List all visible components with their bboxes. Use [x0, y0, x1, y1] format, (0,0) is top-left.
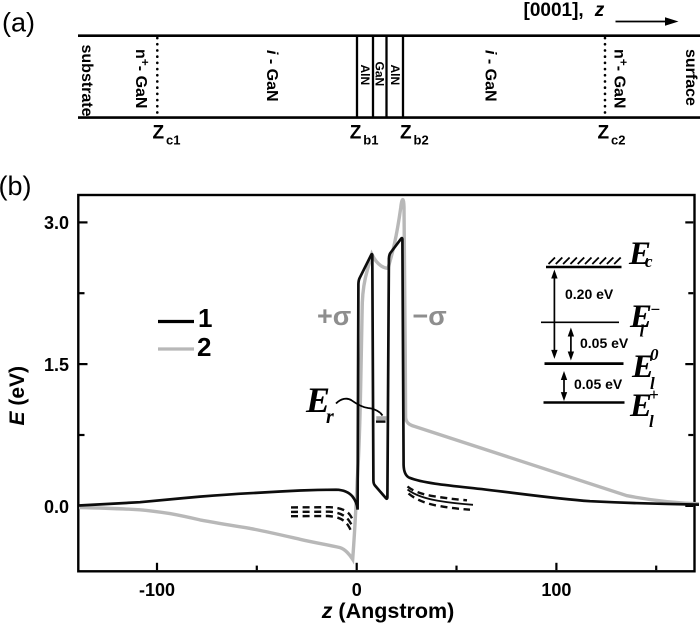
svg-text:substrate: substrate: [78, 45, 95, 117]
svg-text:AlN: AlN: [388, 65, 402, 86]
svg-text:AlN: AlN: [358, 65, 372, 86]
svg-text:i - GaN: i - GaN: [263, 50, 280, 102]
svg-text:l: l: [650, 374, 655, 393]
svg-text:Z: Z: [153, 123, 165, 144]
svg-text:i - GaN: i - GaN: [482, 50, 499, 102]
svg-text:b1: b1: [363, 133, 378, 148]
svg-text:l: l: [640, 322, 645, 341]
svg-text:E: E: [629, 299, 652, 335]
svg-text:0: 0: [650, 345, 659, 364]
svg-text:0.0: 0.0: [44, 497, 69, 517]
svg-text:n+- GaN: n+- GaN: [132, 49, 152, 108]
svg-text:GaN: GaN: [373, 62, 387, 87]
svg-text:Z: Z: [350, 123, 362, 144]
svg-text:2: 2: [197, 332, 211, 362]
svg-text:(a): (a): [2, 8, 35, 38]
svg-text:−: −: [650, 300, 660, 319]
svg-text:E: E: [629, 388, 652, 424]
svg-text:b2: b2: [414, 133, 429, 148]
svg-text:E: E: [628, 236, 651, 272]
svg-text:+σ: +σ: [317, 301, 351, 331]
svg-text:r: r: [326, 406, 334, 428]
svg-text:1.5: 1.5: [44, 355, 69, 375]
svg-text:Z: Z: [400, 123, 412, 144]
svg-text:c2: c2: [611, 133, 625, 148]
svg-text:l: l: [649, 412, 654, 431]
svg-text:surface: surface: [682, 49, 699, 106]
svg-text:0.05 eV: 0.05 eV: [580, 335, 629, 351]
svg-text:-100: -100: [139, 580, 175, 600]
svg-text:E: E: [305, 380, 330, 420]
svg-text:1: 1: [198, 303, 212, 333]
svg-text:0.05 eV: 0.05 eV: [574, 376, 623, 392]
svg-text:100: 100: [541, 580, 571, 600]
svg-text:E (eV): E (eV): [6, 366, 29, 426]
svg-text:0.20 eV: 0.20 eV: [565, 286, 614, 302]
svg-text:3.0: 3.0: [44, 213, 69, 233]
svg-text:z (Angstrom): z (Angstrom): [321, 599, 455, 623]
svg-text:c: c: [645, 252, 653, 271]
svg-text:Z: Z: [598, 123, 610, 144]
svg-text:n+- GaN: n+- GaN: [611, 49, 631, 108]
svg-text:E: E: [631, 349, 654, 385]
svg-text:−σ: −σ: [413, 301, 447, 331]
svg-text:c1: c1: [166, 133, 180, 148]
svg-text:(b): (b): [0, 171, 32, 201]
svg-text:+: +: [649, 385, 659, 404]
svg-text:0: 0: [352, 580, 362, 600]
